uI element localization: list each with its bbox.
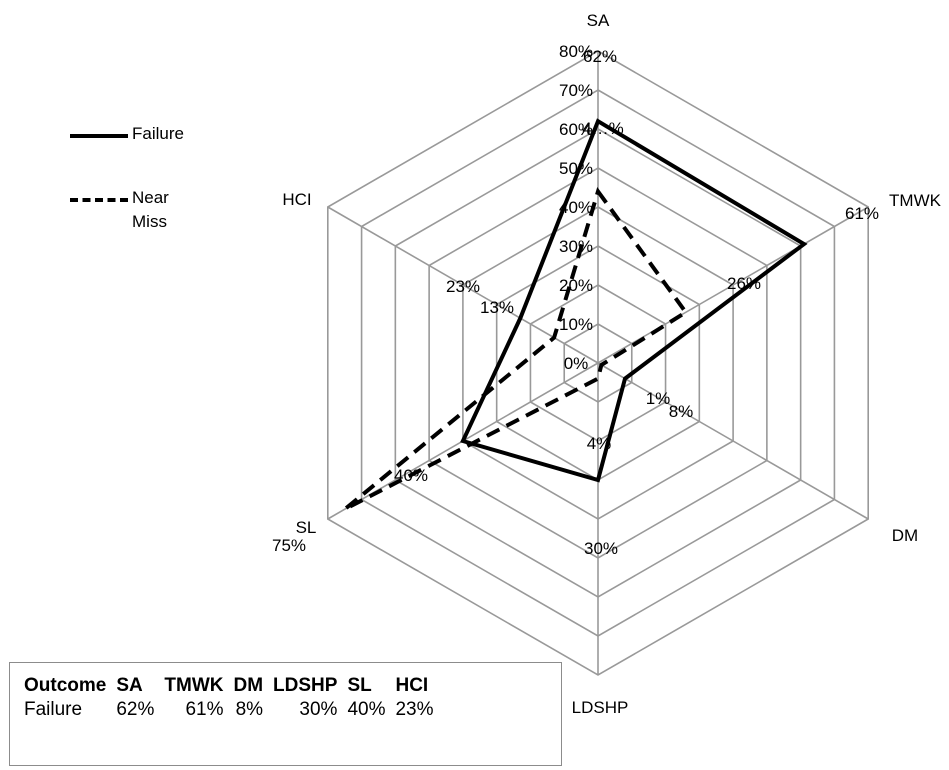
radial-tick-label: 40% <box>559 198 593 217</box>
data-label: 4…% <box>582 119 624 138</box>
table-row: Failure 62% 61% 8% 30% 40% 23% <box>24 699 444 721</box>
table-header: DM <box>233 675 264 696</box>
radial-tick-label: 70% <box>559 81 593 100</box>
axis-label-ldshp: LDSHP <box>572 698 629 717</box>
data-label: 62% <box>583 47 617 66</box>
axis-label-sl: SL <box>296 518 317 537</box>
table-cell: 23% <box>395 699 434 720</box>
axis-label-sa: SA <box>587 11 610 30</box>
grid-spoke <box>597 362 869 520</box>
legend-item-failure: Failure <box>70 122 202 146</box>
data-label: 40% <box>394 466 428 485</box>
radial-tick-label: 30% <box>559 237 593 256</box>
data-label: 61% <box>845 204 879 223</box>
legend: Failure Near Miss <box>70 122 220 252</box>
radar-grid <box>327 50 869 676</box>
data-table: Outcome SA TMWK DM LDSHP SL HCI Failure … <box>24 675 444 721</box>
data-label: 23% <box>446 277 480 296</box>
table-header-row: Outcome SA TMWK DM LDSHP SL HCI <box>24 675 444 699</box>
series-line-near-miss <box>343 186 689 512</box>
table-header: SL <box>347 675 372 696</box>
table-cell: 61% <box>185 699 224 720</box>
data-label: 75% <box>272 536 306 555</box>
data-label: 8% <box>669 402 694 421</box>
legend-dashed-line-swatch <box>70 198 128 202</box>
data-label: 4% <box>587 434 612 453</box>
legend-item-near-miss: Near Miss <box>70 186 202 234</box>
table-cell: 8% <box>235 699 264 720</box>
radial-tick-label: 50% <box>559 159 593 178</box>
axis-label-dm: DM <box>892 526 918 545</box>
radial-tick-label: 80% <box>559 42 593 61</box>
data-label: 26% <box>727 274 761 293</box>
data-label: 13% <box>480 298 514 317</box>
radial-tick-label: 10% <box>559 315 593 334</box>
series-line-failure <box>460 118 808 483</box>
axis-label-hci: HCI <box>282 190 311 209</box>
legend-solid-line-swatch <box>70 134 128 138</box>
table-header: Outcome <box>24 675 107 696</box>
table-header: HCI <box>395 675 429 696</box>
table-cell: 62% <box>116 699 155 720</box>
radial-tick-label: 0% <box>564 354 589 373</box>
table-header: TMWK <box>164 675 224 696</box>
radial-tick-label: 20% <box>559 276 593 295</box>
legend-label: Failure <box>132 124 184 143</box>
data-label: 30% <box>584 539 618 558</box>
axis-label-tmwk: TMWK <box>889 191 942 210</box>
table-cell: 30% <box>299 699 338 720</box>
table-cell: 40% <box>347 699 386 720</box>
data-table-box: Outcome SA TMWK DM LDSHP SL HCI Failure … <box>9 662 562 766</box>
table-header: LDSHP <box>273 675 338 696</box>
table-header: SA <box>116 675 143 696</box>
legend-label: Near Miss <box>132 188 169 231</box>
radial-tick-label: 60% <box>559 120 593 139</box>
table-cell: Failure <box>24 699 83 720</box>
radar-labels: 0% 10% 20% 30% 40% 50% 60% 70% 80% SA TMWK DM LDSHP S… <box>272 11 942 717</box>
data-label: 1% <box>646 389 671 408</box>
radar-series <box>343 118 808 512</box>
